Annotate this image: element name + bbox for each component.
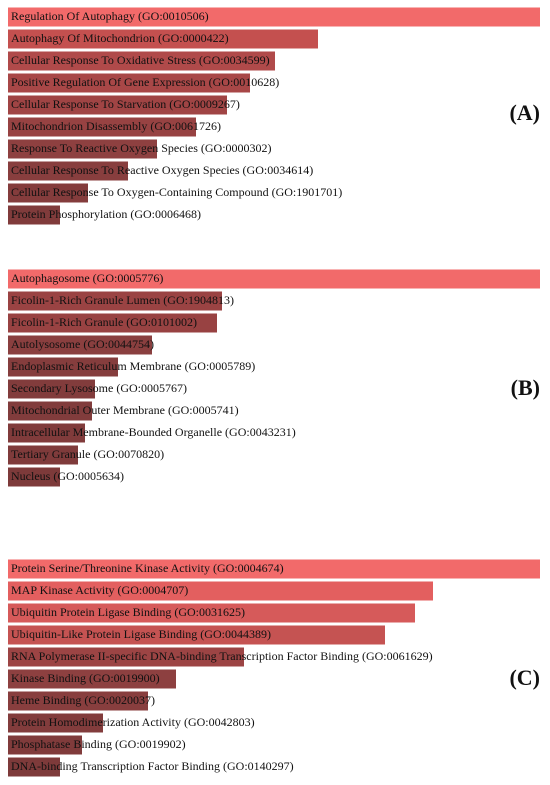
bar — [8, 647, 244, 667]
bar-label: Protein Phosphorylation (GO:0006468) — [11, 207, 201, 221]
bar — [8, 73, 250, 93]
bar-label: Cellular Response To Reactive Oxygen Spe… — [11, 163, 313, 177]
bar — [8, 139, 157, 159]
bar-label: Ubiquitin-Like Protein Ligase Binding (G… — [11, 627, 271, 641]
bar-label: Kinase Binding (GO:0019900) — [11, 671, 160, 685]
bar-label: Cellular Response To Oxidative Stress (G… — [11, 53, 270, 67]
bar — [8, 29, 318, 49]
bar-label: Mitochondrion Disassembly (GO:0061726) — [11, 119, 221, 133]
bar-label: Intracellular Membrane-Bounded Organelle… — [11, 425, 296, 439]
bar-label: Autophagosome (GO:0005776) — [11, 271, 163, 285]
panel-label: (A) — [509, 100, 540, 125]
bar — [8, 7, 540, 27]
bar — [8, 357, 118, 377]
bar-label: Nucleus (GO:0005634) — [11, 469, 124, 483]
bar-label: Response To Reactive Oxygen Species (GO:… — [11, 141, 272, 155]
bar-label: Ficolin-1-Rich Granule (GO:0101002) — [11, 315, 197, 329]
panel-label: (C) — [509, 665, 540, 690]
bar — [8, 269, 540, 289]
bar-label: Cellular Response To Starvation (GO:0009… — [11, 97, 240, 111]
bar-label: Positive Regulation Of Gene Expression (… — [11, 75, 279, 89]
bar — [8, 581, 433, 601]
bar — [8, 95, 227, 115]
bar-label: Autolysosome (GO:0044754) — [11, 337, 154, 351]
bar — [8, 625, 385, 645]
bar — [8, 161, 128, 181]
bar-label: Endoplasmic Reticulum Membrane (GO:00057… — [11, 359, 255, 373]
bar — [8, 559, 540, 579]
bar-label: Phosphatase Binding (GO:0019902) — [11, 737, 186, 751]
bar — [8, 335, 152, 355]
bar-label: Protein Serine/Threonine Kinase Activity… — [11, 561, 284, 575]
bar-label: Cellular Response To Oxygen-Containing C… — [11, 185, 342, 199]
bar — [8, 757, 60, 777]
bar — [8, 205, 60, 225]
bar-label: RNA Polymerase II-specific DNA-binding T… — [11, 649, 433, 663]
bar — [8, 313, 217, 333]
bar-label: Protein Homodimerization Activity (GO:00… — [11, 715, 255, 729]
bar — [8, 117, 196, 137]
bar — [8, 291, 222, 311]
panel-label: (B) — [511, 375, 540, 400]
bar — [8, 423, 85, 443]
bar — [8, 183, 88, 203]
bar — [8, 691, 148, 711]
bar — [8, 669, 176, 689]
bar-label: Mitochondrial Outer Membrane (GO:0005741… — [11, 403, 239, 417]
bar — [8, 401, 92, 421]
bar-label: DNA-binding Transcription Factor Binding… — [11, 759, 294, 773]
bar-label: Ubiquitin Protein Ligase Binding (GO:003… — [11, 605, 245, 619]
bar — [8, 445, 78, 465]
bar-label: Tertiary Granule (GO:0070820) — [11, 447, 164, 461]
bar — [8, 467, 60, 487]
bar — [8, 735, 82, 755]
bar-label: Autophagy Of Mitochondrion (GO:0000422) — [11, 31, 229, 45]
bar — [8, 603, 415, 623]
bar-label: MAP Kinase Activity (GO:0004707) — [11, 583, 188, 597]
bar-label: Regulation Of Autophagy (GO:0010506) — [11, 9, 209, 23]
bar — [8, 713, 103, 733]
bar — [8, 379, 95, 399]
bar-label: Heme Binding (GO:0020037) — [11, 693, 155, 707]
bar — [8, 51, 275, 71]
bar-label: Ficolin-1-Rich Granule Lumen (GO:1904813… — [11, 293, 234, 307]
bar-label: Secondary Lysosome (GO:0005767) — [11, 381, 187, 395]
